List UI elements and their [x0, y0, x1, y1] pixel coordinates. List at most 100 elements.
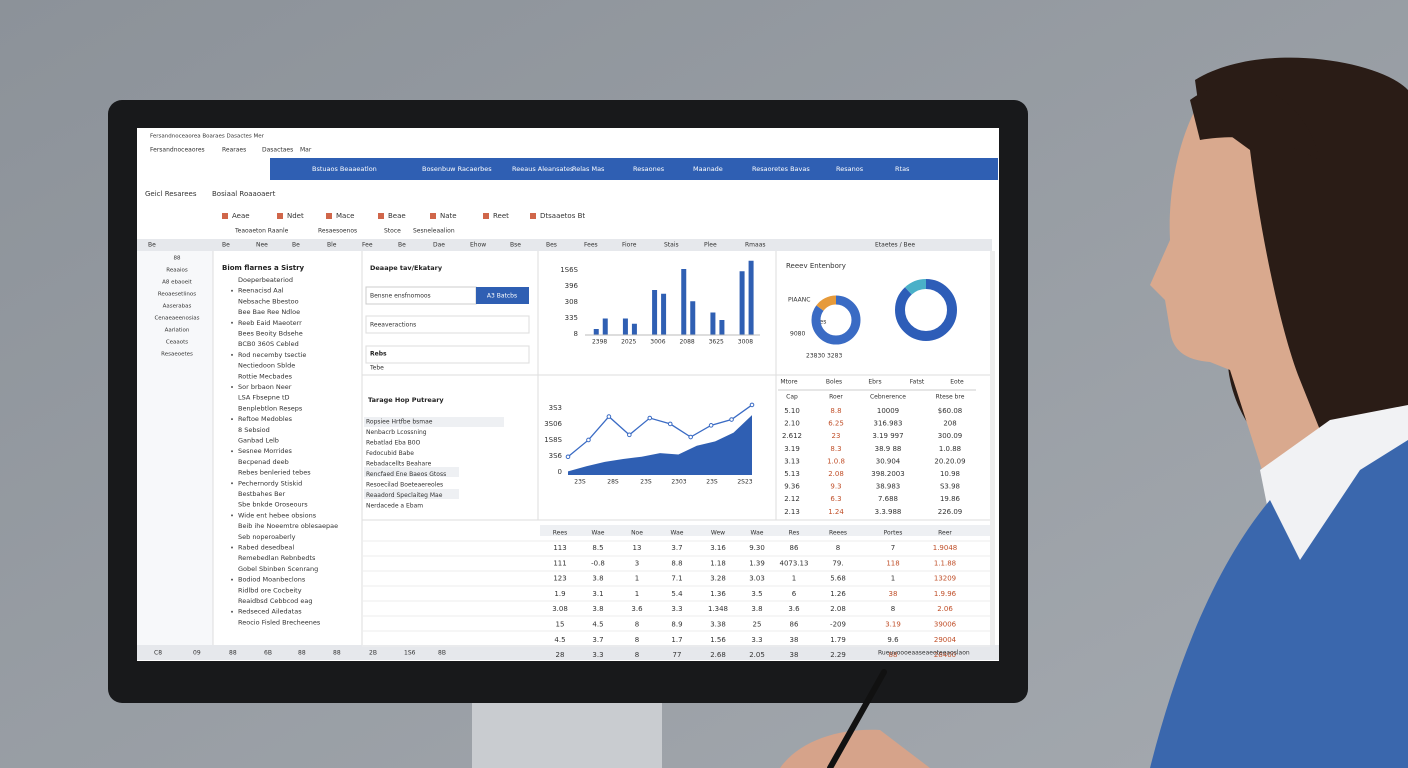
tree-item: Bee Bae Ree Ndloe — [238, 308, 300, 316]
y-tick-label: 308 — [565, 298, 578, 306]
tree-item: Reeb Eaid Maeoterr — [238, 319, 302, 327]
table-header: Wew — [711, 530, 725, 537]
table-cell: 3.08 — [552, 605, 568, 613]
pen — [827, 669, 887, 768]
table-cell: 25 — [753, 621, 762, 629]
sidebar-item: A8 ebaoeit — [162, 280, 193, 286]
table-cell: 3.19 — [885, 621, 901, 629]
bar — [739, 271, 745, 335]
list-item: Nenbacrb Lcossning — [366, 429, 427, 436]
status-item: 8B — [438, 650, 446, 657]
table-cell: 1.36 — [710, 590, 726, 598]
bar — [710, 312, 716, 335]
status-item: 88 — [298, 650, 306, 657]
list-item: Ropsiee Hrtfbe bsmae — [366, 419, 433, 426]
monitor-stand — [472, 700, 662, 768]
tree-item: Doeperbeateriod — [238, 276, 293, 284]
table-cell: 3.13 — [784, 457, 800, 465]
tree-title: Biom flarnes a Sistry — [222, 264, 305, 272]
table-cell: 3.19 997 — [872, 432, 903, 440]
table-cell: 5.13 — [784, 470, 800, 478]
nav-tab: Relas Mas — [572, 165, 605, 173]
table-header: Eote — [950, 379, 964, 386]
table-cell: 4.5 — [592, 621, 603, 629]
table-cell: 1.1.88 — [934, 559, 956, 567]
table-cell: 8 — [836, 544, 840, 552]
column-header: Be — [292, 242, 300, 249]
table-cell: 8 — [891, 605, 895, 613]
line-point — [565, 454, 571, 460]
table-cell: 6 — [792, 590, 797, 598]
table-cell: 7.688 — [878, 495, 898, 503]
table-cell: 8 — [635, 621, 639, 629]
x-tick-label: 3625 — [709, 339, 724, 346]
table-cell: 398.2003 — [871, 470, 904, 478]
menu-item: Fersandnoceaores — [150, 147, 205, 154]
hint-text: Tebe — [369, 365, 384, 372]
column-header: Dae — [433, 242, 445, 249]
table-cell: 3.28 — [710, 575, 726, 583]
table-cell: 4073.13 — [780, 559, 809, 567]
person — [780, 57, 1408, 768]
table-cell: 3.3 — [592, 651, 603, 659]
list-item: Fedocubid Babe — [366, 450, 414, 457]
table-cell: 3.19 — [784, 445, 800, 453]
toolbar-icon — [277, 213, 283, 219]
tree-item: Seb noperoaberly — [238, 533, 296, 541]
table-cell: 5.68 — [830, 575, 846, 583]
toolbar-caption: Teaoaeton Raanle — [234, 228, 289, 235]
sidebar-item: Reaaios — [166, 268, 188, 274]
y-tick-label: 3S06 — [544, 420, 562, 428]
table-header: Wae — [592, 530, 605, 537]
table-cell: 1 — [635, 575, 639, 583]
face — [1150, 110, 1320, 470]
table-cell: 113 — [553, 544, 566, 552]
table-cell: 77 — [673, 651, 682, 659]
line-point — [708, 423, 714, 428]
bar — [593, 329, 599, 335]
breadcrumb: Bosiaal Roaaoaert — [212, 190, 276, 198]
x-tick-label: 23S — [640, 479, 652, 486]
table-cell: 38.983 — [876, 483, 901, 491]
table-cell: 1.0.88 — [939, 445, 961, 453]
nav-tab: Bstuaos Beaaeatlon — [312, 165, 377, 173]
tree-item: Nebsache Bbestoo — [238, 297, 299, 305]
scrollbar[interactable] — [990, 251, 995, 645]
table-cell: 2.06 — [937, 605, 953, 613]
table-cell: 23 — [832, 432, 841, 440]
table-cell: $60.08 — [938, 407, 963, 415]
table-cell: 10.98 — [940, 470, 960, 478]
table-header: Boles — [826, 379, 842, 386]
nav-tab: Bosenbuw Racaerbes — [422, 165, 492, 173]
tree-item: Reenacisd Aal — [238, 287, 284, 295]
toolbar-button: Ndet — [287, 212, 304, 220]
donut-title: Reeev Entenbory — [786, 262, 846, 270]
table-cell: 86 — [790, 621, 799, 629]
sidebar-item: 88 — [174, 256, 181, 262]
toolbar-icon — [530, 213, 536, 219]
table-cell: 3.1 — [592, 590, 603, 598]
list-highlight — [364, 417, 504, 427]
table-cell: 8 — [635, 651, 639, 659]
line-point — [586, 437, 591, 443]
status-item: 2B — [369, 650, 377, 657]
table-cell: 1.7 — [671, 636, 682, 644]
x-tick-label: 2S23 — [737, 479, 752, 486]
table-cell: 3.3.988 — [875, 508, 902, 516]
bar — [719, 320, 725, 335]
table-cell: 1 — [891, 575, 895, 583]
table-cell: 1.56 — [710, 636, 726, 644]
column-header: Bse — [510, 242, 521, 249]
tree-item: Remebedlan Rebnbedts — [238, 554, 316, 562]
table-cell: 2.08 — [828, 470, 844, 478]
sidebar-item: Reoaesetlinos — [158, 292, 196, 298]
status-item: C8 — [154, 650, 162, 657]
select-box[interactable] — [365, 315, 530, 334]
select-box[interactable] — [365, 345, 530, 364]
table-header: Mtore — [780, 379, 798, 386]
table-cell: 208 — [943, 420, 956, 428]
button[interactable] — [476, 287, 529, 304]
table-cell: 38 — [790, 651, 799, 659]
donut-label: PIAANC — [788, 297, 810, 304]
